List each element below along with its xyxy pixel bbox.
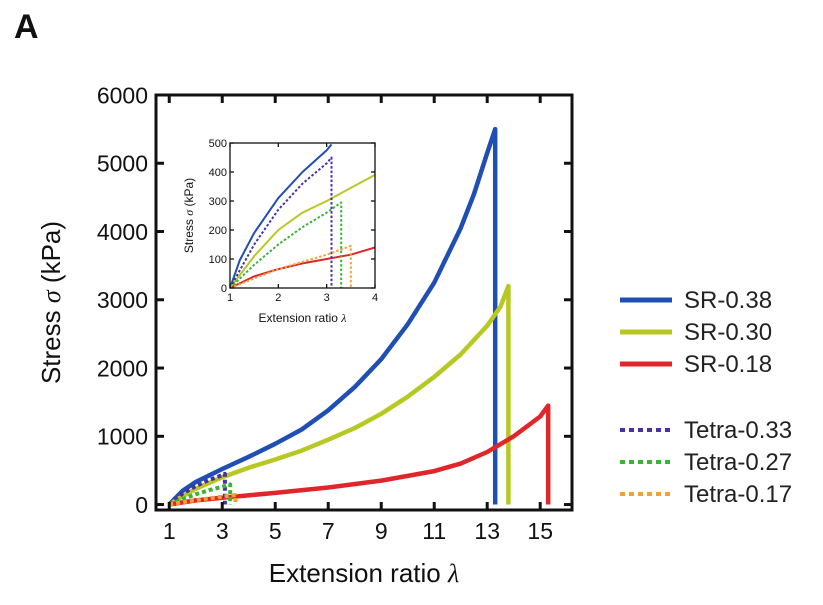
main-x-tick-label: 13 <box>474 518 500 544</box>
inset-y-tick-label: 400 <box>209 167 227 179</box>
legend-label-sr-018: SR-0.18 <box>684 351 772 378</box>
legend-label-sr-038: SR-0.38 <box>684 287 772 314</box>
main-y-tick-label: 4000 <box>97 219 148 245</box>
main-y-tick-label: 5000 <box>97 151 148 177</box>
inset-y-tick-label: 0 <box>221 283 227 295</box>
panel-label: A <box>14 8 39 46</box>
legend-label-sr-030: SR-0.30 <box>684 319 772 346</box>
inset-x-tick-label: 2 <box>275 292 281 304</box>
main-y-tick-label: 3000 <box>97 287 148 313</box>
inset-x-tick-label: 3 <box>324 292 330 304</box>
main-series-tetra-017 <box>168 493 238 507</box>
main-series-sr-038 <box>167 126 498 507</box>
main-x-tick-label: 9 <box>375 518 388 544</box>
main-series-tetra-033 <box>167 471 227 507</box>
main-y-axis-label: Stress σ (kPa) <box>36 221 66 384</box>
main-plot-frame <box>154 93 574 512</box>
main-series-sr-030 <box>168 283 511 507</box>
main-x-tick-label: 15 <box>527 518 553 544</box>
legend-label-tetra-033: Tetra-0.33 <box>684 417 792 444</box>
main-series-tetra-027 <box>168 482 233 507</box>
main-y-tick-label: 2000 <box>97 355 148 381</box>
legend-label-tetra-017: Tetra-0.17 <box>684 481 792 508</box>
main-chart: 1 3 5 7 9 11 13 150100020003000400050006000Exte… <box>36 82 792 588</box>
inset-plot-frame <box>229 142 376 289</box>
main-y-tick-label: 0 <box>135 492 148 518</box>
inset-x-tick-label: 1 <box>227 292 233 304</box>
inset-series-sr-030 <box>230 174 375 288</box>
inset-series-sr-038 <box>230 143 333 288</box>
inset-y-tick-label: 200 <box>209 225 227 237</box>
inset-chart: 1 2 3 4 0 100 200 300 400 500 Extension ratio λ Str… <box>182 138 378 325</box>
inset-series-group <box>230 143 375 288</box>
inset-y-tick-label: 300 <box>209 196 227 208</box>
inset-series-tetra-033 <box>230 156 333 288</box>
main-x-tick-label: 11 <box>422 518 446 544</box>
inset-x-axis-label: Extension ratio λ <box>259 311 347 325</box>
main-series-group <box>167 126 551 507</box>
main-x-axis-label: Extension ratio λ <box>269 558 459 588</box>
main-series-sr-018 <box>168 403 551 507</box>
main-y-tick-label: 1000 <box>97 424 148 450</box>
inset-y-axis-label: Stress σ (kPa) <box>182 178 196 253</box>
main-y-tick-label: 6000 <box>97 82 148 108</box>
inset-y-tick-label: 500 <box>209 138 227 150</box>
inset-background <box>230 143 375 288</box>
inset-x-tick-label: 4 <box>372 292 378 304</box>
inset-series-tetra-027 <box>230 201 343 288</box>
legend: SR-0.38 SR-0.30 SR-0.18 Tetra-0.33 Tetra-0.2… <box>620 287 792 508</box>
main-x-tick-label: 1 <box>163 518 176 544</box>
main-x-tick-label: 5 <box>269 518 282 544</box>
legend-label-tetra-027: Tetra-0.27 <box>684 449 792 476</box>
main-x-tick-label: 7 <box>322 518 335 544</box>
main-x-tick-label: 3 <box>216 518 229 544</box>
inset-y-tick-label: 100 <box>209 254 227 266</box>
